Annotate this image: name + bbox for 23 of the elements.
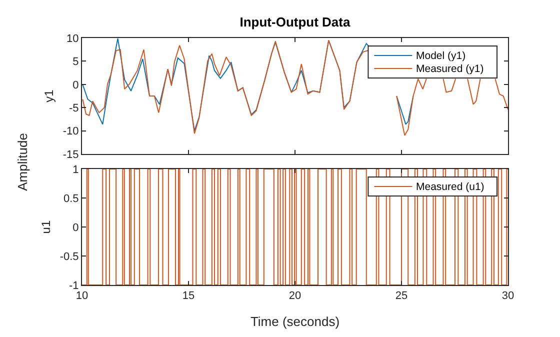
y-tick-label: -10 bbox=[62, 126, 79, 138]
x-axis-title: Time (seconds) bbox=[250, 314, 340, 329]
x-tick-label: 15 bbox=[182, 290, 195, 302]
y-tick-label: -15 bbox=[62, 148, 79, 161]
legend-label: Model (y1) bbox=[416, 50, 466, 62]
y-axis-title: u1 bbox=[39, 220, 54, 234]
chart-title: Input-Output Data bbox=[240, 14, 351, 30]
x-tick-label: 30 bbox=[502, 290, 514, 302]
y-tick-label: 1 bbox=[72, 164, 79, 176]
legend-label: Measured (u1) bbox=[416, 181, 484, 193]
x-tick-label: 20 bbox=[288, 290, 302, 302]
y-tick-label: 0.5 bbox=[64, 192, 79, 205]
text: Amplitude bbox=[14, 133, 30, 191]
legend-label: Measured (y1) bbox=[416, 63, 484, 75]
y-tick-label: -1 bbox=[69, 280, 79, 292]
y-axis-title: y1 bbox=[42, 89, 56, 102]
y-tick-label: 0 bbox=[72, 79, 79, 92]
y-tick-label: 5 bbox=[72, 56, 79, 68]
y-tick-label: -5 bbox=[69, 102, 79, 114]
x-tick-label: 25 bbox=[395, 290, 408, 302]
y-tick-label: 0 bbox=[72, 222, 79, 234]
y-tick-label: 10 bbox=[66, 32, 79, 45]
y-tick-label: -0.5 bbox=[60, 250, 79, 263]
